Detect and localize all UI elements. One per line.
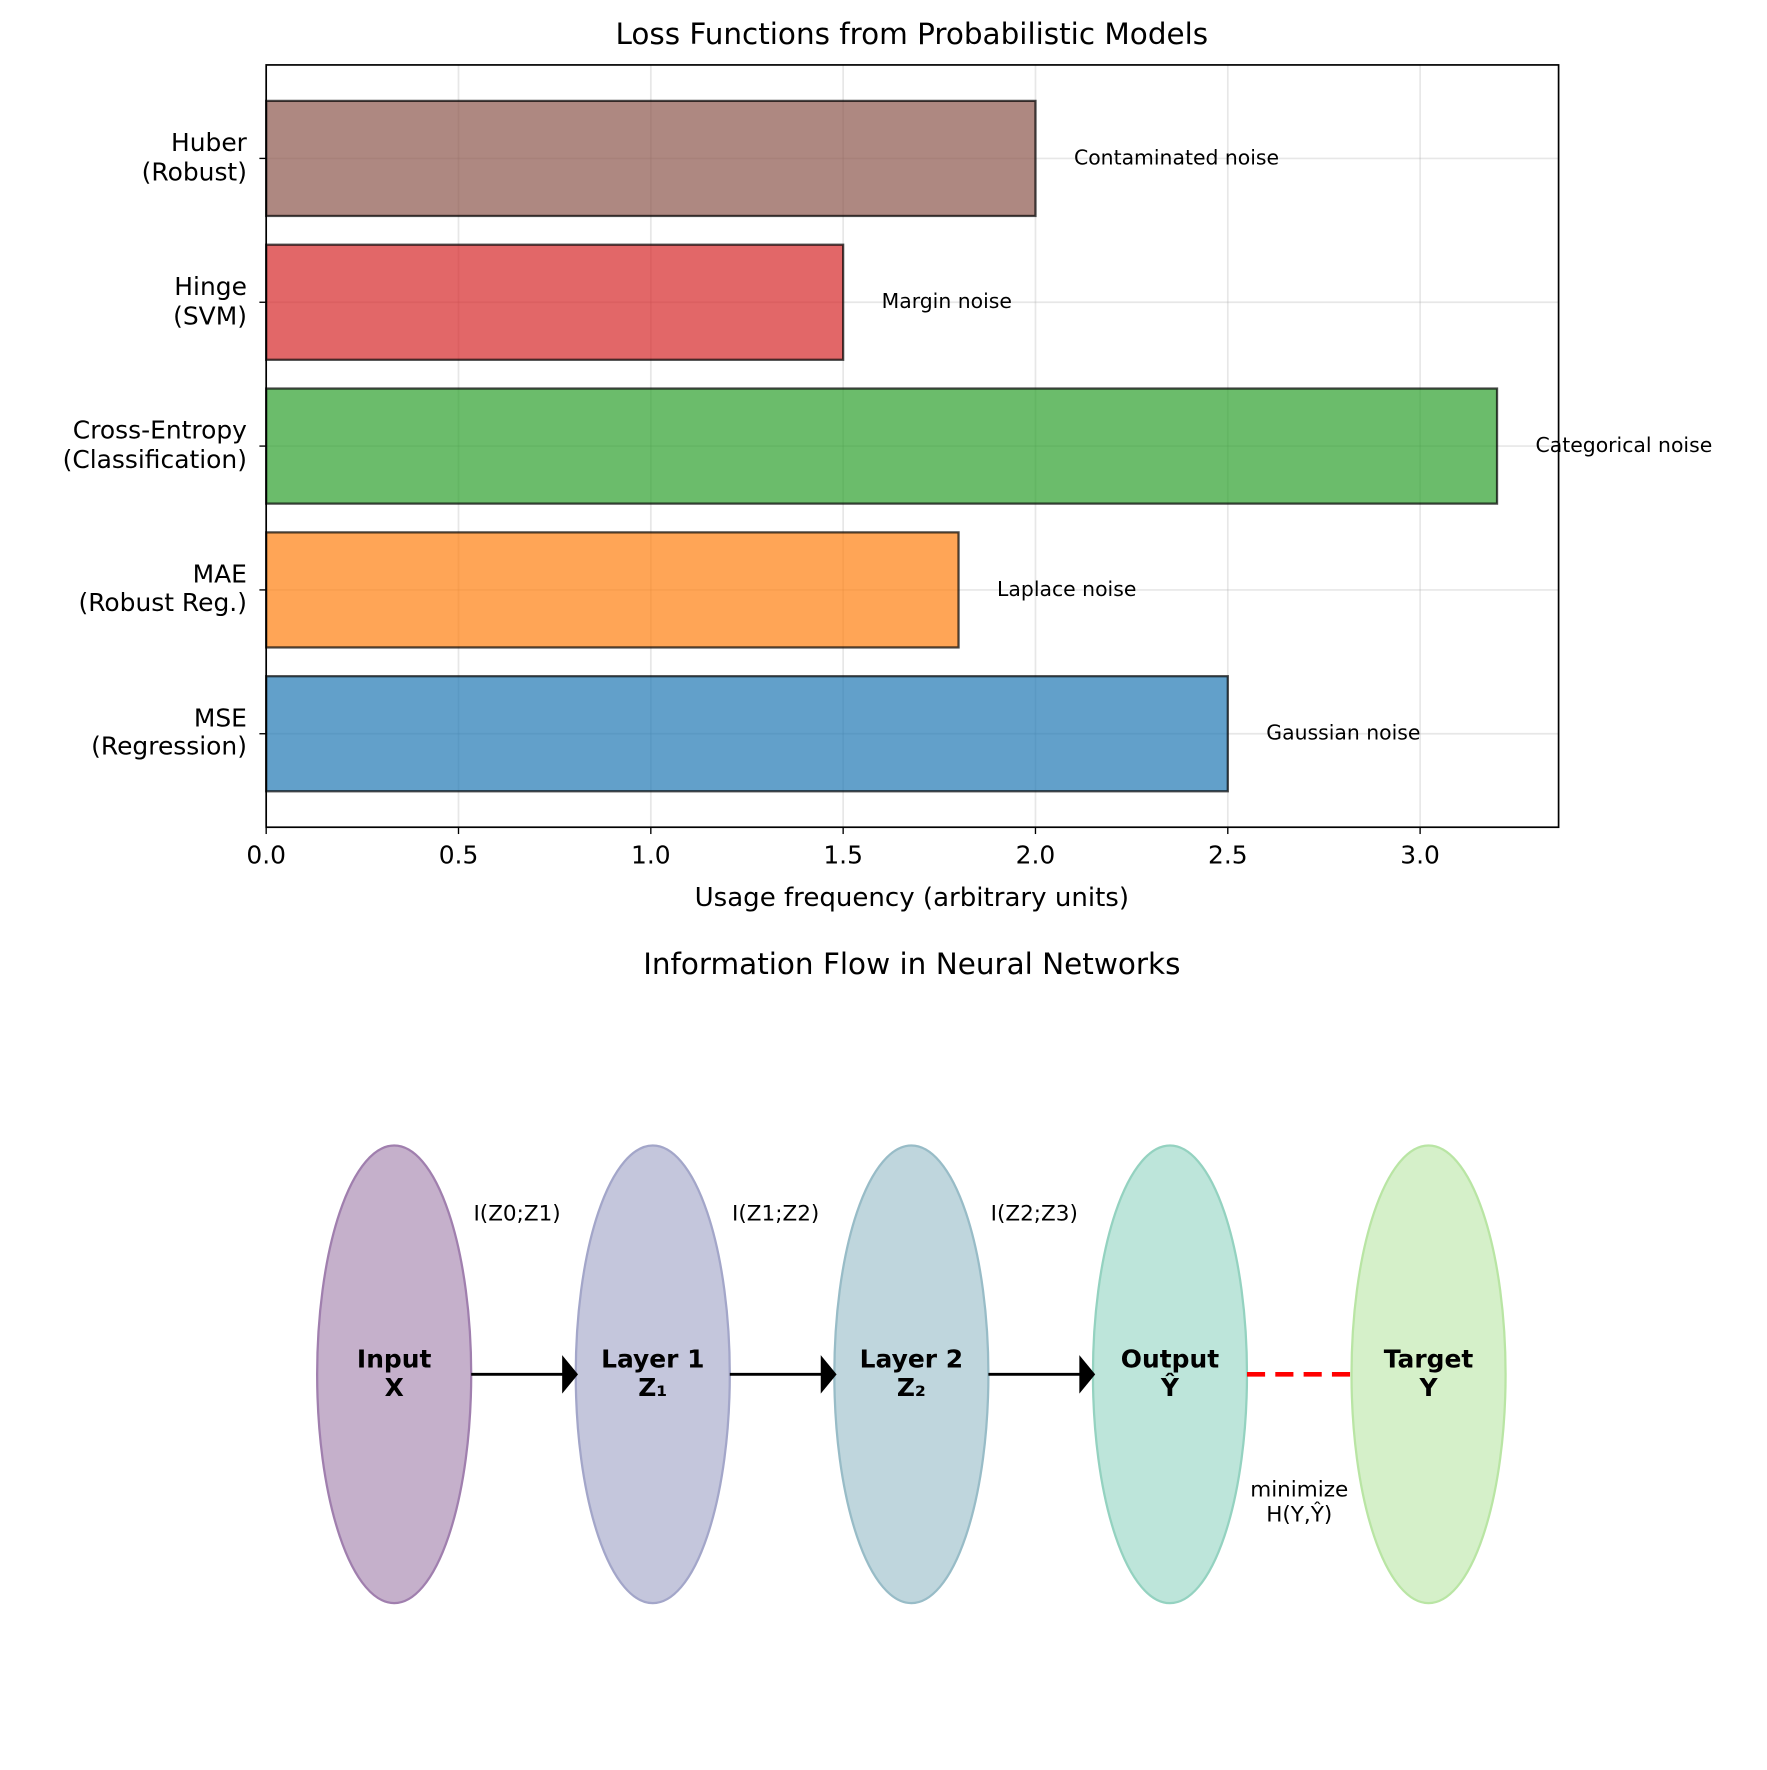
y-tick-label: Hinge (SVM) [0,257,247,348]
x-tick-label: 1.0 [631,841,671,870]
edge-label: I(Z0;Z1) [473,1202,560,1227]
bar [265,531,960,649]
loss-label-text: minimize H(Y,Ŷ) [1250,1477,1349,1528]
y-tick-label: MAE (Robust Reg.) [0,545,247,636]
y-tick-label-text: Hinge (SVM) [173,273,247,331]
loss-label-box: minimize H(Y,Ŷ) [1209,1469,1390,1537]
y-tick-label: MSE (Regression) [0,688,247,779]
y-tick-label-box: MAE (Robust Reg.) [0,545,247,636]
node-label-box: Layer 2 Z₂ [821,1335,1002,1414]
node-label-box: Target Y [1338,1335,1519,1414]
y-tick-label-box: Huber (Robust) [0,113,247,204]
bar [265,675,1229,793]
node-label-box: Output Ŷ [1079,1335,1260,1414]
node-label: Layer 2 Z₂ [821,1335,1002,1414]
bar-annotation: Laplace noise [997,577,1136,601]
y-tick-label-text: MSE (Regression) [91,705,247,763]
node-label-box: Layer 1 Z₁ [562,1335,743,1414]
y-tick-label-box: Hinge (SVM) [0,257,247,348]
y-tick-label: Cross-Entropy (Classification) [0,401,247,492]
y-tick-label-box: Cross-Entropy (Classification) [0,401,247,492]
node-label-text: Layer 2 Z₂ [859,1345,964,1403]
x-tick-label: 2.0 [1016,841,1056,870]
node-label: Target Y [1338,1335,1519,1414]
loss-label: minimize H(Y,Ŷ) [1209,1469,1390,1537]
y-tick-label-box: MSE (Regression) [0,688,247,779]
bar [265,243,845,361]
node-label-text: Input X [356,1345,432,1403]
y-tick-label-text: Cross-Entropy (Classification) [62,417,247,475]
bar-annotation: Contaminated noise [1074,145,1279,169]
node [1350,1144,1507,1605]
x-tick-label: 0.5 [439,841,479,870]
chart-title: Loss Functions from Probabilistic Models [615,17,1208,51]
bar-annotation: Gaussian noise [1266,721,1420,745]
x-tick-label: 3.0 [1400,841,1440,870]
diagram-title: Information Flow in Neural Networks [643,947,1180,981]
x-tick-label: 1.5 [823,841,863,870]
node-label-text: Output Ŷ [1120,1345,1220,1403]
y-tick-label-text: MAE (Robust Reg.) [78,561,247,619]
bar-annotation: Categorical noise [1536,433,1713,457]
x-axis-label: Usage frequency (arbitrary units) [695,883,1129,913]
node-label: Output Ŷ [1079,1335,1260,1414]
y-tick-label: Huber (Robust) [0,113,247,204]
bar [265,387,1499,505]
bar-annotation: Margin noise [882,289,1012,313]
y-tick-label-text: Huber (Robust) [141,129,247,187]
edge-label: I(Z2;Z3) [991,1202,1078,1227]
node-label: Layer 1 Z₁ [562,1335,743,1414]
bar [265,99,1037,218]
node-label-text: Target Y [1383,1345,1474,1403]
edge-label: I(Z1;Z2) [732,1202,819,1227]
x-tick-label: 0.0 [246,841,286,870]
node-label: Input X [304,1335,485,1414]
arrow-head [820,1355,837,1394]
node-label-text: Layer 1 Z₁ [601,1345,705,1403]
arrow-head [562,1355,579,1394]
x-tick-label: 2.5 [1208,841,1248,870]
node-label-box: Input X [304,1335,485,1414]
arrow-head [1079,1355,1096,1394]
plot-frame [265,64,1560,829]
